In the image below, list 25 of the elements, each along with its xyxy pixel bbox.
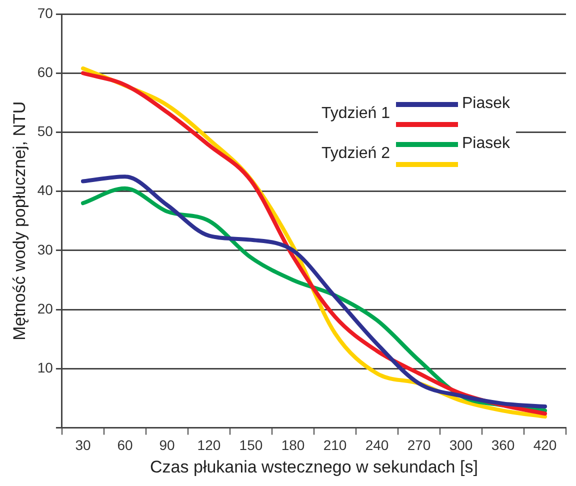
legend-label: Piasek xyxy=(462,135,512,153)
y-tick-label: 20 xyxy=(37,300,54,316)
x-tick-label: 30 xyxy=(75,437,91,454)
annotation: Tydzień 1 xyxy=(322,105,390,123)
x-tick-label: 90 xyxy=(159,437,175,454)
annotation: Tydzień 2 xyxy=(322,145,390,163)
x-tick-label: 240 xyxy=(365,437,389,454)
x-tick-label: 210 xyxy=(323,437,347,454)
x-tick-label: 120 xyxy=(197,437,221,454)
x-axis-title: Czas płukania wstecznego w sekundach [s] xyxy=(150,457,478,476)
x-tick-label: 300 xyxy=(449,437,473,454)
y-tick-label: 30 xyxy=(37,241,54,258)
y-tick-label: 40 xyxy=(37,182,54,198)
y-tick-label: 10 xyxy=(37,360,54,376)
y-axis-title: Mętność wody popłucznej, NTU xyxy=(10,101,29,340)
y-tick-label: 50 xyxy=(37,123,54,140)
x-tick-label: 360 xyxy=(491,437,515,454)
x-tick-label: 420 xyxy=(533,437,557,454)
x-tick-label: 60 xyxy=(117,437,133,454)
y-tick-label: 70 xyxy=(37,4,54,21)
x-tick-label: 180 xyxy=(281,437,305,454)
y-tick-label: 60 xyxy=(37,64,54,80)
x-tick-label: 270 xyxy=(407,437,431,454)
legend-label: Piasek xyxy=(462,95,512,113)
x-tick-label: 150 xyxy=(239,437,263,454)
